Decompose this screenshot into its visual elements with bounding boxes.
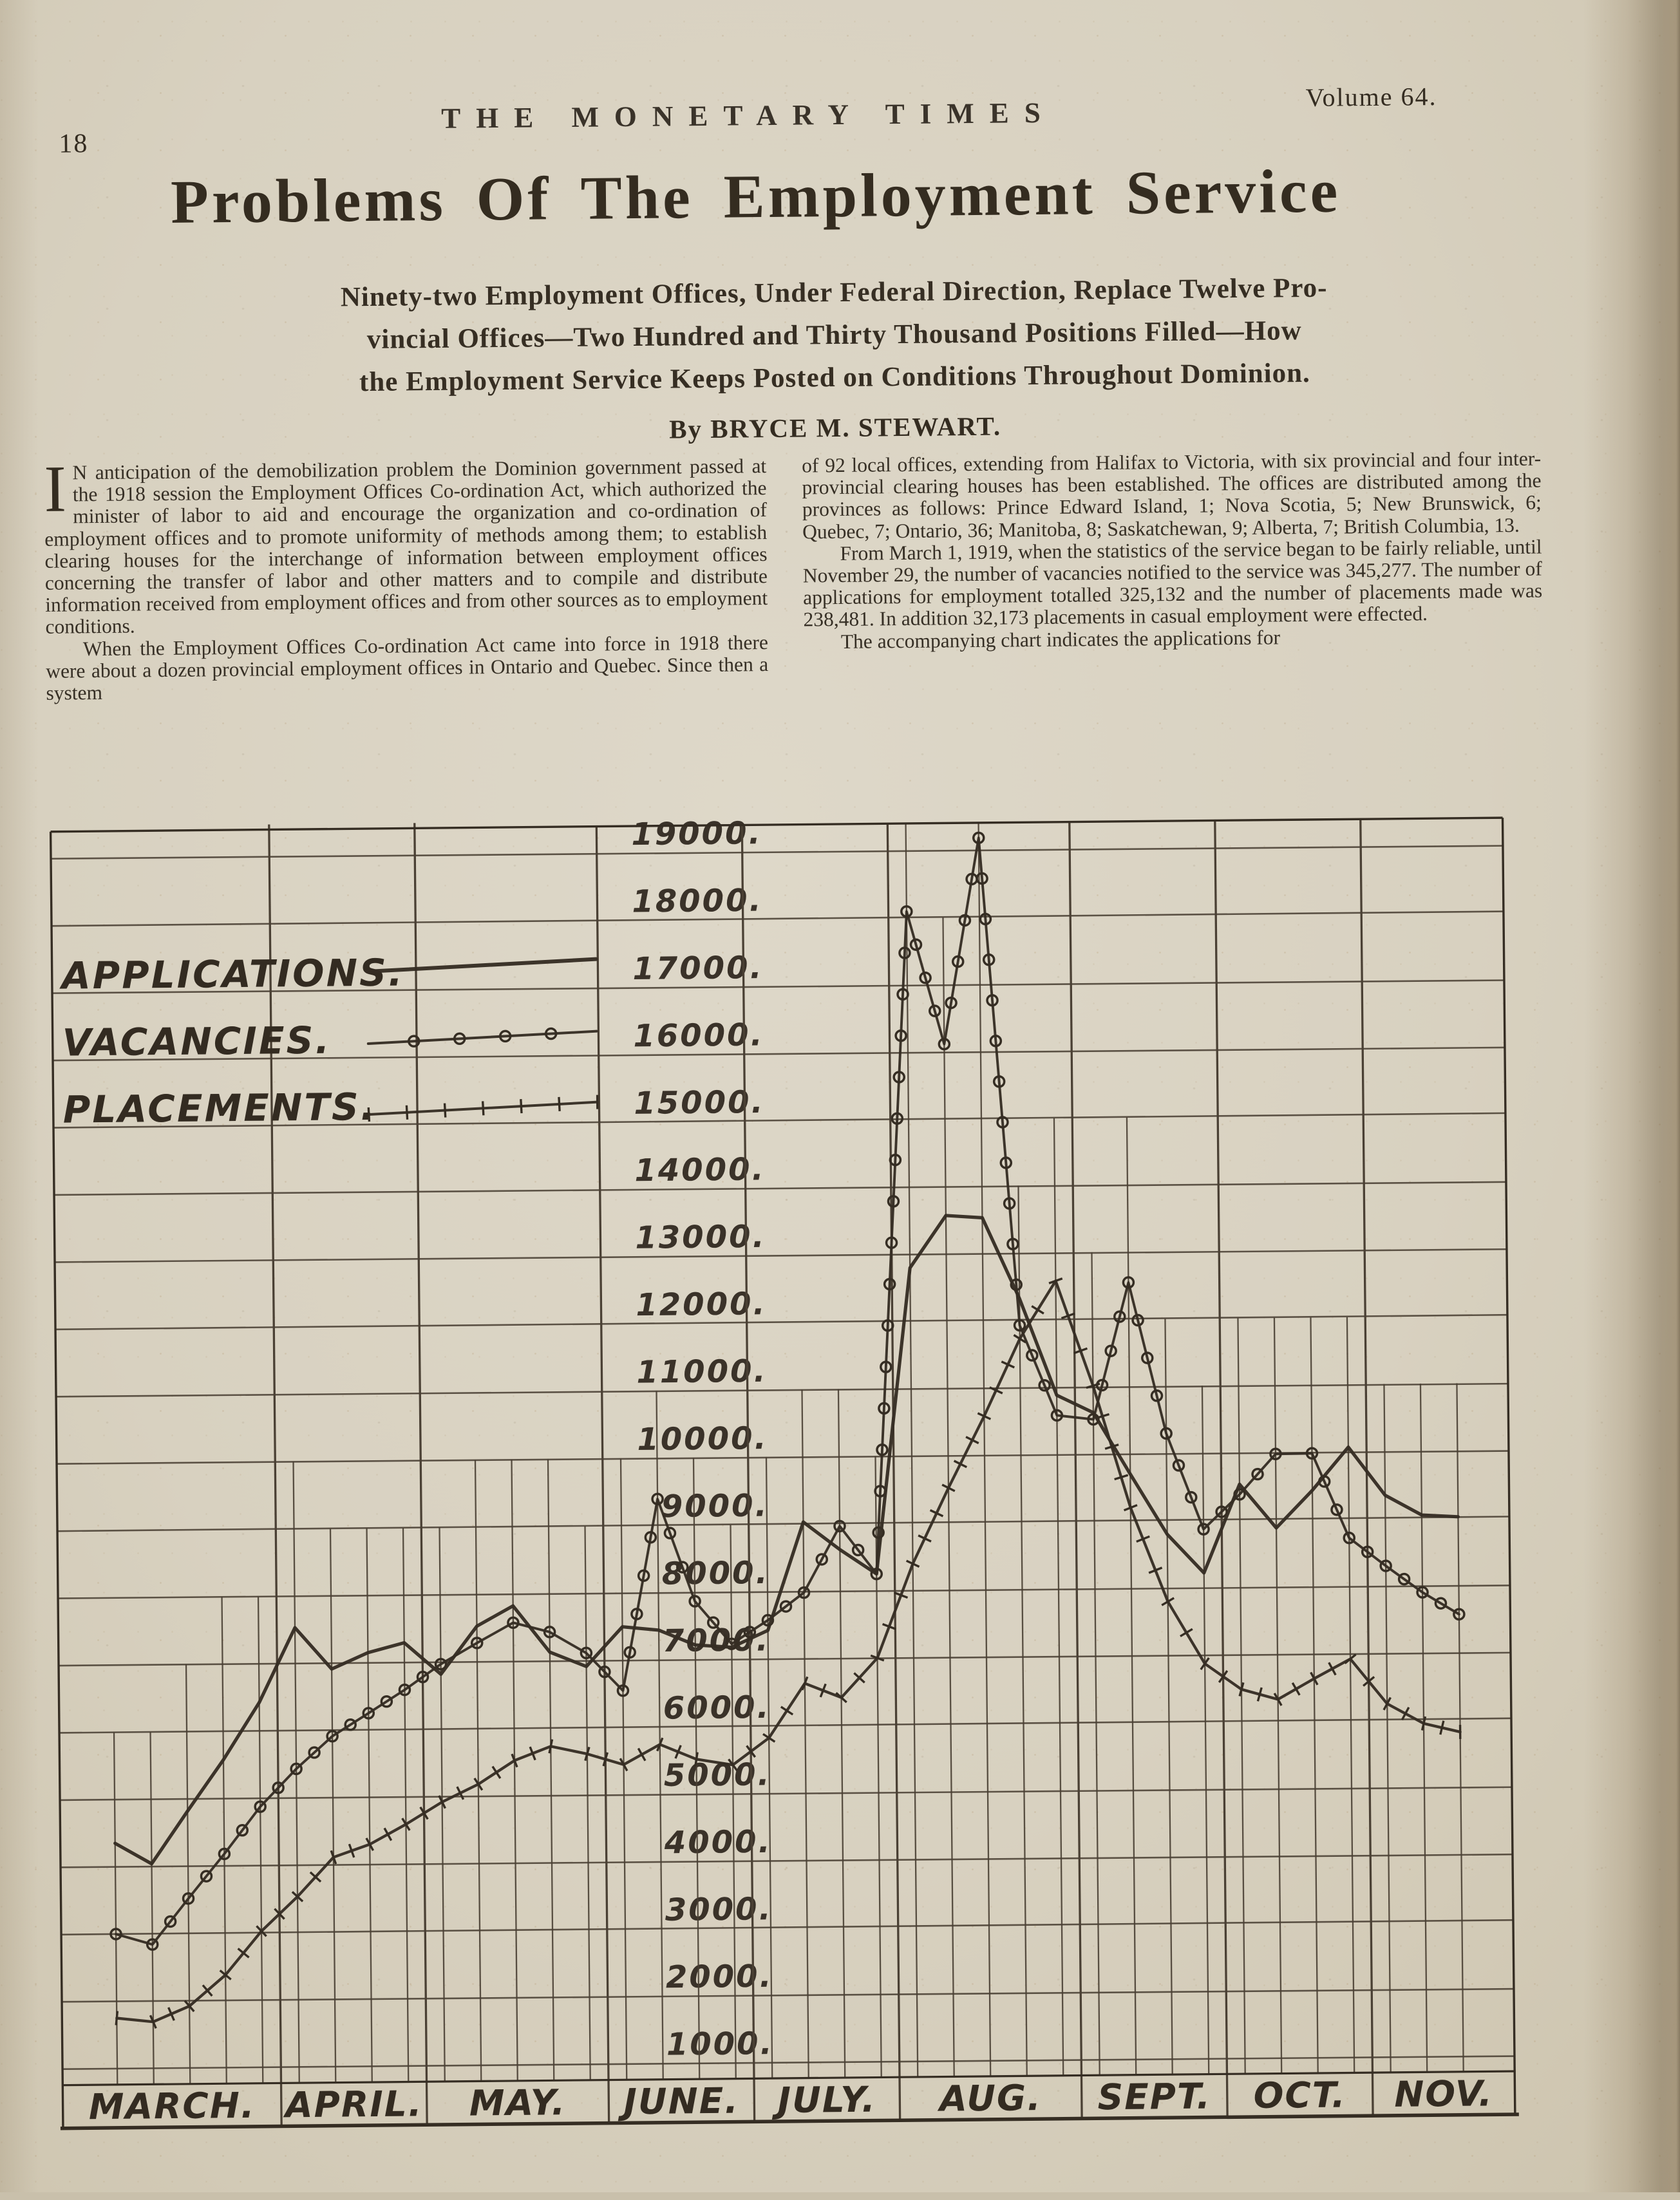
article-byline: By BRYCE M. STEWART. (669, 411, 1001, 445)
svg-text:6000.: 6000. (663, 1689, 771, 1727)
left-paragraph-1-text: N anticipation of the demobilization pro… (44, 455, 768, 638)
series-placements (109, 1275, 1463, 2029)
svg-text:APRIL.: APRIL. (283, 2083, 423, 2125)
svg-text:MARCH.: MARCH. (88, 2085, 256, 2127)
right-column: of 92 local offices, extending from Hali… (802, 448, 1543, 653)
drop-cap: I (44, 462, 73, 512)
page-number: 18 (59, 128, 88, 159)
right-paragraph-2: From March 1, 1919, when the statistics … (802, 536, 1542, 631)
right-paragraph-1: of 92 local offices, extending from Hali… (802, 448, 1542, 543)
week-gridlines (106, 818, 1464, 2085)
svg-text:VACANCIES.: VACANCIES. (62, 1019, 331, 1065)
svg-text:1000.: 1000. (666, 2026, 774, 2063)
svg-text:APPLICATIONS.: APPLICATIONS. (59, 951, 404, 998)
svg-text:PLACEMENTS.: PLACEMENTS. (62, 1085, 377, 1132)
legend: APPLICATIONS. VACANCIES. PLACEMENTS. (59, 949, 598, 1132)
svg-text:OCT.: OCT. (1253, 2074, 1346, 2116)
svg-text:8000.: 8000. (662, 1555, 769, 1592)
svg-text:JULY.: JULY. (771, 2079, 876, 2121)
series-vacancies (100, 828, 1468, 1950)
chart-svg: 19000.18000.17000.16000.15000.14000.1300… (44, 812, 1558, 2178)
series-applications (109, 1210, 1461, 1864)
svg-text:4000.: 4000. (664, 1824, 772, 1861)
svg-text:JUNE.: JUNE. (617, 2080, 739, 2123)
svg-text:SEPT.: SEPT. (1097, 2076, 1211, 2118)
svg-text:3000.: 3000. (665, 1891, 773, 1928)
employment-service-chart: 19000.18000.17000.16000.15000.14000.1300… (44, 812, 1558, 2178)
left-paragraph-2: When the Employment Offices Co-ordinatio… (46, 632, 769, 704)
article-title: Problems Of The Employment Service (0, 153, 1519, 240)
svg-text:MAY.: MAY. (469, 2082, 566, 2123)
svg-text:AUG.: AUG. (937, 2077, 1042, 2120)
masthead: THE MONETARY TIMES (441, 96, 1056, 135)
article-subtitle: Ninety-two Employment Offices, Under Fed… (267, 267, 1402, 405)
svg-text:9000.: 9000. (661, 1488, 769, 1525)
svg-text:NOV.: NOV. (1394, 2073, 1493, 2114)
volume-label: Volume 64. (1306, 81, 1437, 113)
svg-text:2000.: 2000. (666, 1959, 773, 1996)
